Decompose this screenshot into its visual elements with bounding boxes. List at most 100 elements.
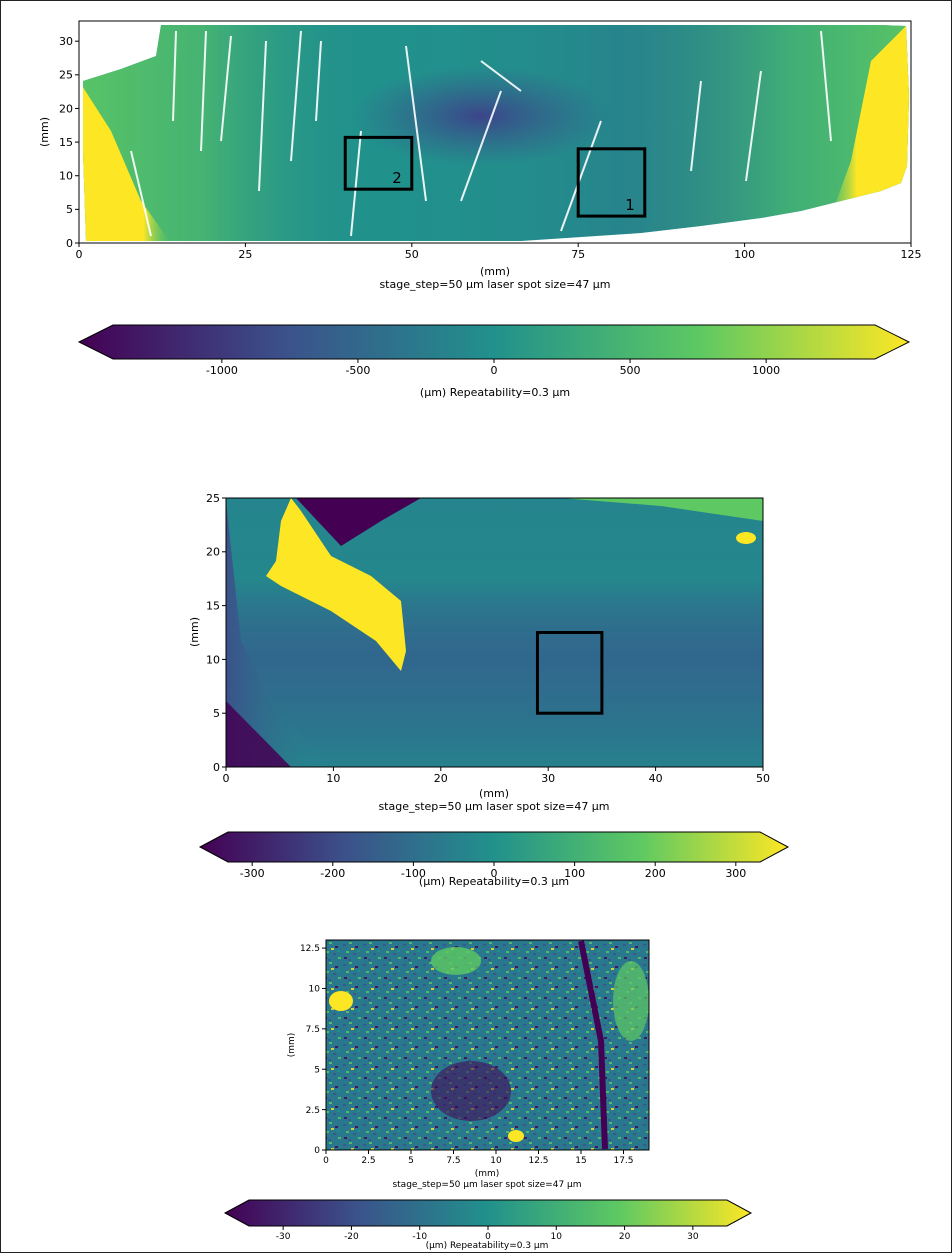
panel-3-x-ticks: 0 2.5 5 7.5 10 12.5 15 17.5: [323, 1150, 634, 1166]
colorbar-tick-label: 1000: [752, 364, 780, 377]
panel-1-caption: stage_step=50 μm laser spot size=47 μm: [379, 278, 610, 291]
x-tick-label: 25: [238, 248, 252, 261]
panel-1-surface-map: [83, 25, 909, 241]
x-tick-label: 40: [649, 772, 663, 785]
colorbar-tick-label: -30: [276, 1232, 291, 1242]
colorbar-tick-label: -1000: [206, 364, 238, 377]
y-tick-label: 7.5: [306, 1025, 320, 1035]
x-tick-label: 20: [434, 772, 448, 785]
panel-2-colorbar-label: (μm) Repeatability=0.3 μm: [419, 875, 569, 888]
panel-1-xlabel: (mm): [480, 265, 510, 278]
y-tick-label: 25: [59, 69, 73, 82]
panel-1-colorbar: -1000 -500 0 500 1000: [77, 324, 911, 377]
panel-1-x-ticks: 0 25 50 75 100 125: [76, 243, 922, 261]
x-tick-label: 12.5: [528, 1156, 548, 1166]
y-tick-label: 20: [59, 102, 73, 115]
x-tick-label: 75: [571, 248, 585, 261]
colorbar-tick-label: -10: [412, 1232, 427, 1242]
colorbar-tick-label: 0: [485, 1232, 491, 1242]
y-tick-label: 5: [314, 1065, 320, 1075]
panel-2-surface-map: [226, 498, 763, 767]
panel-2-x-ticks: 0 10 20 30 40 50: [223, 767, 770, 785]
colorbar-tick-label: 30: [687, 1232, 699, 1242]
panel-1-ylabel: (mm): [38, 117, 51, 147]
y-tick-label: 5: [66, 203, 73, 216]
y-tick-label: 20: [206, 546, 220, 559]
x-tick-label: 100: [734, 248, 755, 261]
y-tick-label: 5: [213, 707, 220, 720]
panel-1-scratch-marks: [130, 30, 832, 237]
colorbar-tick-label: -300: [240, 867, 265, 880]
colorbar-tick-label: 0: [491, 867, 498, 880]
y-tick-label: 15: [206, 599, 220, 612]
y-tick-label: 10: [309, 985, 321, 995]
x-tick-label: 125: [901, 248, 922, 261]
panel-3: 0 2.5 5 7.5 10 12.5 15 17.5 0 2.5 5 7.5 10 12.5 (mm)…: [223, 939, 753, 1251]
panel-3-surface-map: [326, 940, 649, 1150]
x-tick-label: 10: [326, 772, 340, 785]
annotation-box: [535, 631, 604, 715]
x-tick-label: 0: [76, 248, 83, 261]
y-tick-label: 15: [59, 136, 73, 149]
colorbar-tick-label: 300: [725, 867, 746, 880]
panel-3-axes-frame: [325, 939, 650, 1151]
x-tick-label: 2.5: [361, 1156, 375, 1166]
annotation-box: [343, 135, 414, 191]
x-tick-label: 10: [490, 1156, 502, 1166]
panel-2-y-ticks: 0 5 10 15 20 25: [206, 492, 226, 774]
panel-3-xlabel: (mm): [475, 1169, 500, 1179]
colorbar-tick-label: 10: [551, 1232, 563, 1242]
panel-1-annotation-boxes: 21: [343, 135, 647, 218]
y-tick-label: 30: [59, 35, 73, 48]
x-tick-label: 5: [408, 1156, 414, 1166]
panel-3-colorbar-label: (μm) Repeatability=0.3 μm: [426, 1241, 549, 1251]
panel-3-ylabel: (mm): [287, 1033, 297, 1058]
colorbar-bar: [198, 831, 790, 863]
x-tick-label: 0: [223, 772, 230, 785]
panel-2-annotation-boxes: [535, 631, 604, 715]
colorbar-tick-label: -200: [320, 867, 345, 880]
annotation-box: [576, 147, 647, 218]
y-tick-label: 10: [59, 170, 73, 183]
x-tick-label: 17.5: [613, 1156, 633, 1166]
y-tick-label: 0: [213, 761, 220, 774]
panel-3-colorbar: -30 -20 -10 0 10 20 30: [223, 1199, 753, 1242]
colorbar-bar: [77, 324, 911, 360]
panel-3-y-ticks: 0 2.5 5 7.5 10 12.5: [300, 944, 326, 1156]
panel-2-colorbar: -300 -200 -100 0 100 200 300: [198, 831, 790, 880]
y-tick-label: 0: [66, 237, 73, 250]
colorbar-tick-label: 0: [491, 364, 498, 377]
y-tick-label: 12.5: [300, 944, 320, 954]
y-tick-label: 2.5: [306, 1106, 320, 1116]
panel-2-ylabel: (mm): [188, 617, 201, 647]
panel-1-colorbar-label: (μm) Repeatability=0.3 μm: [420, 386, 570, 399]
panel-2-caption: stage_step=50 μm laser spot size=47 μm: [378, 800, 609, 813]
x-tick-label: 50: [756, 772, 770, 785]
panel-1-y-ticks: 0 5 10 15 20 25 30: [59, 35, 79, 250]
x-tick-label: 50: [405, 248, 419, 261]
panel-2-xlabel: (mm): [479, 787, 509, 800]
colorbar-tick-label: -20: [344, 1232, 359, 1242]
colorbar-tick-label: 500: [620, 364, 641, 377]
colorbar-bar: [223, 1199, 753, 1227]
colorbar-tick-label: 200: [645, 867, 666, 880]
x-tick-label: 7.5: [446, 1156, 460, 1166]
panel-1-axes-frame: [78, 20, 912, 244]
x-tick-label: 15: [575, 1156, 586, 1166]
annotation-box-label: 2: [392, 169, 402, 187]
colorbar-tick-label: 20: [619, 1232, 631, 1242]
annotation-box-label: 1: [625, 196, 635, 214]
x-tick-label: 30: [541, 772, 555, 785]
panel-3-caption: stage_step=50 μm laser spot size=47 μm: [392, 1180, 581, 1190]
y-tick-label: 0: [314, 1146, 320, 1156]
colorbar-tick-label: 100: [564, 867, 585, 880]
colorbar-tick-label: -500: [345, 364, 370, 377]
panel-2: 0 10 20 30 40 50 0 5 10 15 20 25 (mm) stage_step=5…: [188, 492, 790, 888]
panel-2-axes-frame: [225, 497, 764, 768]
colorbar-tick-label: -100: [401, 867, 426, 880]
y-tick-label: 10: [206, 653, 220, 666]
y-tick-label: 25: [206, 492, 220, 505]
